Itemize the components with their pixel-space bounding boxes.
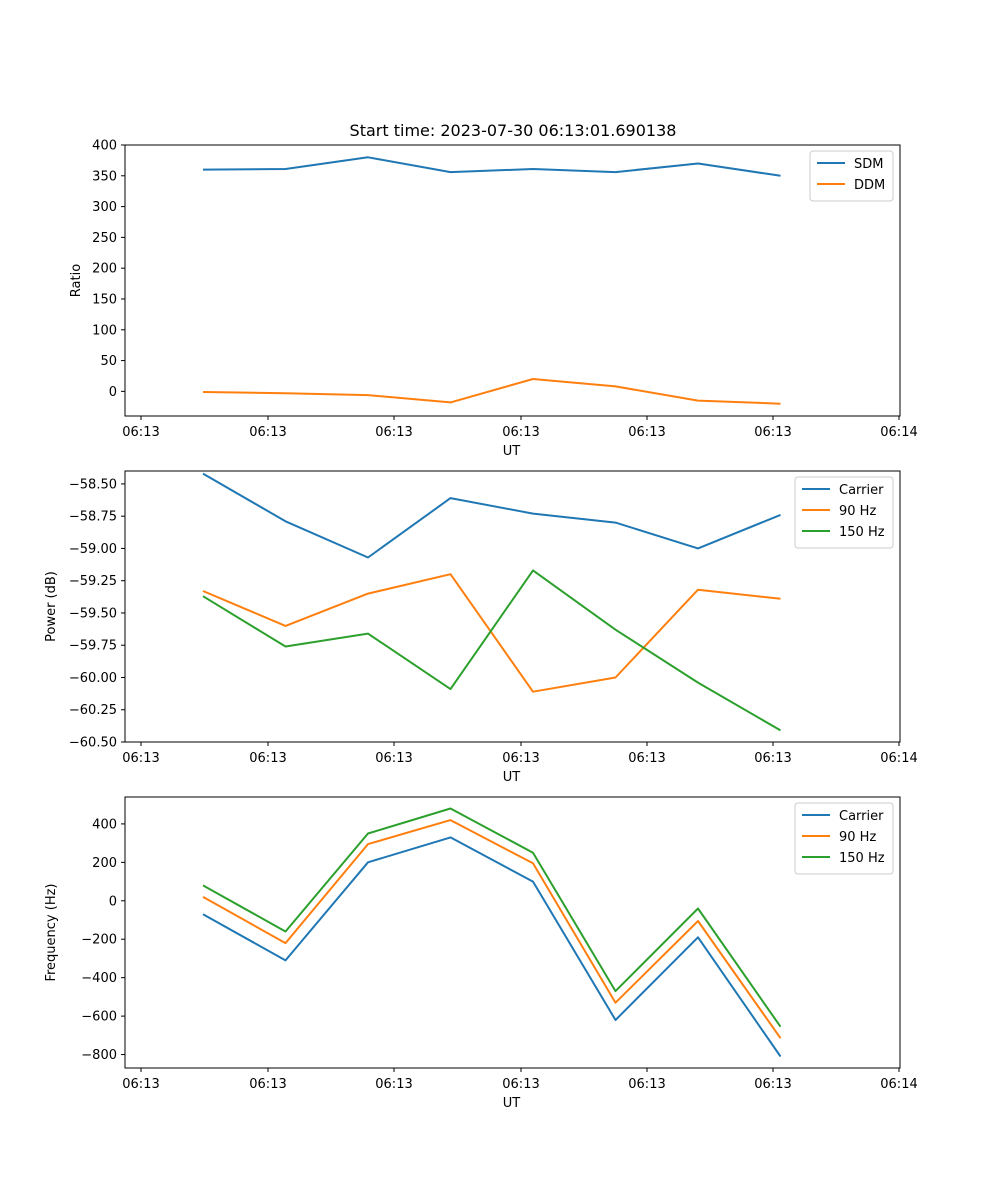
y-tick-label: 400	[92, 817, 117, 832]
legend-label: Carrier	[839, 809, 884, 824]
chart-title: Start time: 2023-07-30 06:13:01.690138	[350, 121, 677, 140]
y-tick-label: 300	[92, 200, 117, 215]
x-tick-label: 06:13	[249, 751, 286, 766]
x-tick-label: 06:13	[375, 751, 412, 766]
y-axis-label: Frequency (Hz)	[44, 883, 59, 981]
y-tick-label: −60.50	[69, 736, 117, 751]
legend-label: SDM	[854, 157, 883, 172]
legend: SDM DDM	[809, 150, 894, 202]
y-tick-label: −58.75	[69, 510, 117, 525]
series-line-90-hz	[202, 819, 782, 1039]
x-tick-label: 06:13	[502, 425, 539, 440]
series-line-carrier	[202, 836, 782, 1058]
y-axis-label: Power (dB)	[44, 571, 59, 642]
y-tick-label: −800	[81, 1048, 117, 1063]
y-tick-label: 250	[92, 231, 117, 246]
x-tick-label: 06:13	[628, 751, 665, 766]
y-tick-label: −59.50	[69, 606, 117, 621]
y-tick-label: −59.75	[69, 639, 117, 654]
legend: Carrier 90 Hz 150 Hz	[794, 476, 894, 549]
y-tick-label: −59.25	[69, 574, 117, 589]
panel-2: 06:13 06:13 06:13 06:13 06:13 06:13 06:14 −58.5…	[44, 470, 918, 785]
x-tick-label: 06:13	[122, 1077, 159, 1092]
x-axis-label: UT	[503, 444, 521, 459]
y-tick-label: −60.25	[69, 703, 117, 718]
y-tick-label: 0	[109, 385, 117, 400]
x-tick-label: 06:13	[375, 1077, 412, 1092]
x-axis-label: UT	[503, 770, 521, 785]
legend-label: 90 Hz	[839, 830, 876, 845]
x-tick-label: 06:14	[880, 751, 917, 766]
x-tick-label: 06:13	[375, 425, 412, 440]
y-tick-label: 200	[92, 262, 117, 277]
x-tick-label: 06:13	[502, 1077, 539, 1092]
plot-frame	[124, 470, 901, 743]
panel-3: 06:13 06:13 06:13 06:13 06:13 06:13 06:14 400 20…	[44, 796, 918, 1111]
series-line-150-hz	[202, 569, 782, 732]
x-tick-label: 06:13	[628, 1077, 665, 1092]
x-tick-label: 06:13	[754, 751, 791, 766]
x-tick-label: 06:14	[880, 1077, 917, 1092]
y-tick-label: 150	[92, 292, 117, 307]
legend-label: DDM	[854, 178, 885, 193]
x-tick-label: 06:13	[249, 425, 286, 440]
y-tick-label: −600	[81, 1010, 117, 1025]
plot-frame	[124, 144, 901, 417]
y-tick-label: −60.00	[69, 671, 117, 686]
y-tick-label: 350	[92, 169, 117, 184]
series-line-carrier	[202, 472, 781, 559]
legend: Carrier 90 Hz 150 Hz	[794, 802, 894, 875]
x-tick-label: 06:14	[880, 425, 917, 440]
x-tick-label: 06:13	[754, 1077, 791, 1092]
x-tick-label: 06:13	[249, 1077, 286, 1092]
x-tick-label: 06:13	[122, 751, 159, 766]
y-tick-label: 50	[100, 354, 117, 369]
legend-label: Carrier	[839, 483, 884, 498]
y-tick-label: 100	[92, 323, 117, 338]
series-line-150-hz	[202, 807, 782, 1028]
y-tick-label: 0	[109, 894, 117, 909]
series-line-sdm	[202, 156, 781, 177]
legend-label: 150 Hz	[839, 525, 885, 540]
plot-frame	[124, 796, 901, 1069]
panel-1: 06:13 06:13 06:13 06:13 06:13 06:13 06:14 0 50 10…	[69, 139, 918, 460]
y-axis-label: Ratio	[69, 264, 84, 297]
legend-label: 150 Hz	[839, 851, 885, 866]
series-line-90-hz	[202, 573, 781, 693]
series-line-ddm	[202, 378, 781, 405]
y-tick-label: −200	[81, 933, 117, 948]
y-tick-label: −59.00	[69, 542, 117, 557]
y-tick-label: 200	[92, 856, 117, 871]
x-tick-label: 06:13	[502, 751, 539, 766]
legend-label: 90 Hz	[839, 504, 876, 519]
x-tick-label: 06:13	[122, 425, 159, 440]
x-axis-label: UT	[503, 1096, 521, 1111]
y-tick-label: −400	[81, 971, 117, 986]
x-tick-label: 06:13	[754, 425, 791, 440]
y-tick-label: −58.50	[69, 477, 117, 492]
x-tick-label: 06:13	[628, 425, 665, 440]
y-tick-label: 400	[92, 139, 117, 154]
